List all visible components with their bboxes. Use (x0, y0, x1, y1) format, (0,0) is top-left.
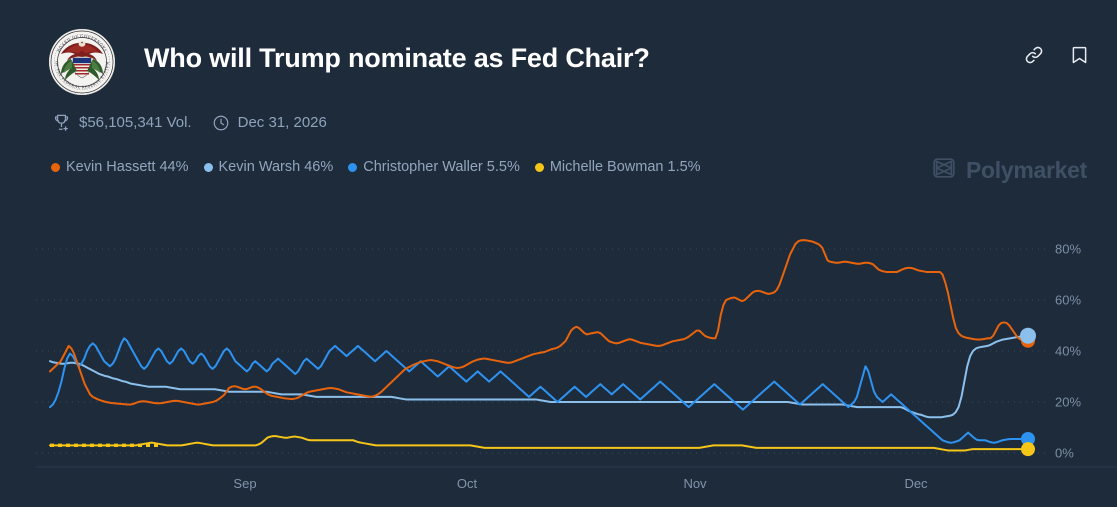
series-line-michelle-bowman (49, 435, 1029, 452)
end-date-label: Dec 31, 2026 (237, 114, 327, 131)
header-actions (1023, 44, 1091, 68)
market-meta: $56,105,341 Vol. Dec 31, 2026 (52, 113, 327, 132)
x-axis-tick: Oct (456, 476, 478, 491)
chart-legend: Kevin Hassett 44% Kevin Warsh 46% Christ… (51, 159, 716, 175)
clock-icon (212, 114, 230, 132)
legend-label: Michelle Bowman 1.5% (549, 159, 701, 175)
y-axis-tick: 60% (1055, 292, 1082, 308)
series-endpoint-kevin-warsh (1020, 327, 1036, 344)
bookmark-icon[interactable] (1069, 44, 1091, 68)
y-axis-tick: 0% (1055, 445, 1074, 461)
trophy-plus-icon (52, 113, 71, 132)
series-endpoint-christopher-waller (1021, 431, 1035, 446)
y-axis-tick: 20% (1055, 394, 1082, 410)
volume-group: $56,105,341 Vol. (52, 113, 192, 132)
polymarket-watermark-label: Polymarket (965, 157, 1087, 183)
legend-dot (51, 162, 60, 172)
series-line-kevin-hassett (49, 239, 1029, 406)
polymarket-logo-icon (931, 155, 957, 186)
legend-label: Kevin Hassett 44% (66, 159, 189, 175)
x-axis-tick: Nov (683, 476, 707, 491)
legend-dot (203, 162, 213, 172)
series-line-kevin-warsh (49, 334, 1029, 419)
x-axis-tick: Sep (233, 476, 257, 491)
volume-label: $56,105,341 Vol. (79, 114, 192, 131)
x-axis-tick: Dec (904, 476, 928, 491)
legend-item-hassett[interactable]: Kevin Hassett 44% (51, 159, 189, 175)
legend-label: Kevin Warsh 46% (218, 159, 334, 175)
copy-link-icon[interactable] (1023, 44, 1045, 68)
market-header: BOARD OF GOVERNORS OF THE FEDERAL RESERV… (0, 0, 1117, 190)
legend-label: Christopher Waller 5.5% (363, 159, 520, 175)
y-axis-tick: 80% (1055, 241, 1082, 257)
page-title: Who will Trump nominate as Fed Chair? (144, 43, 650, 73)
y-axis-tick: 40% (1055, 343, 1082, 359)
legend-item-waller[interactable]: Christopher Waller 5.5% (348, 159, 520, 175)
series-line-christopher-waller (49, 337, 1029, 444)
end-date-group: Dec 31, 2026 (212, 114, 327, 132)
price-history-chart[interactable]: 0% 20% 40% 60% 80% Sep Oct Nov Dec (0, 190, 1117, 507)
legend-item-warsh[interactable]: Kevin Warsh 46% (203, 159, 334, 175)
polymarket-watermark: Polymarket (931, 155, 1087, 186)
federal-reserve-seal-icon: BOARD OF GOVERNORS OF THE FEDERAL RESERV… (49, 29, 115, 95)
series-endpoint-michelle-bowman (1021, 442, 1035, 457)
legend-item-bowman[interactable]: Michelle Bowman 1.5% (534, 159, 701, 175)
chart-canvas[interactable] (0, 190, 1117, 507)
legend-dot (348, 162, 358, 172)
legend-dot (534, 162, 544, 172)
